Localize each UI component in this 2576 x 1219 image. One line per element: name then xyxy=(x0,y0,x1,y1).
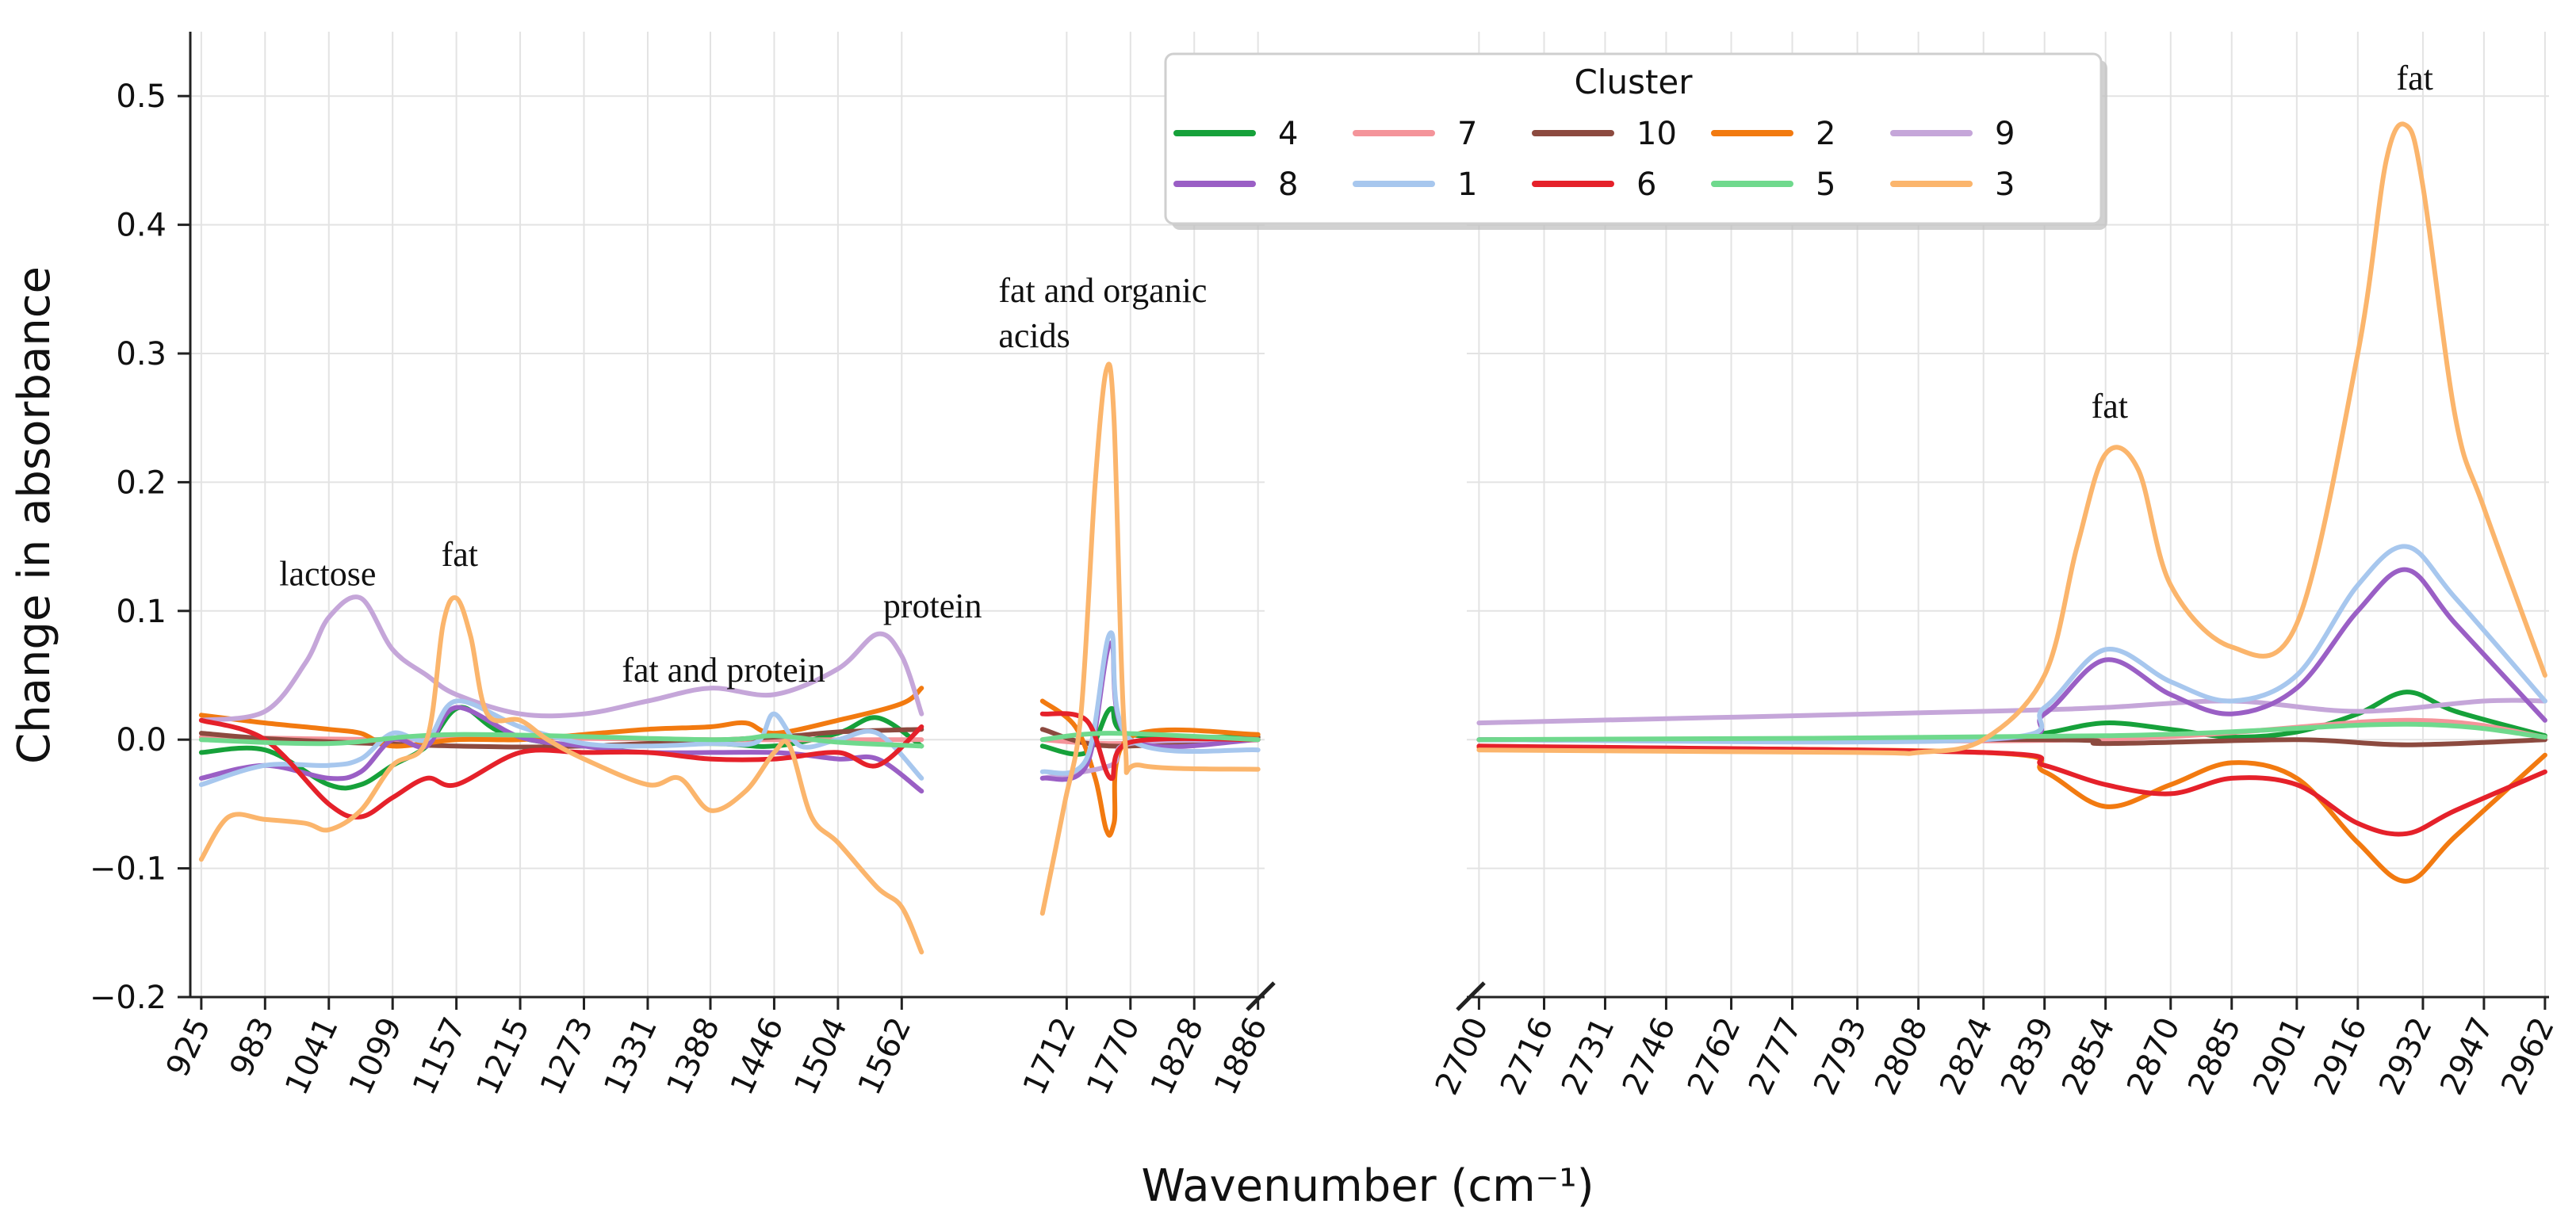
x-tick-label: 2901 xyxy=(2246,1012,2314,1101)
legend-entry-6: 6 xyxy=(1636,166,1656,203)
y-tick-label: 0.0 xyxy=(116,722,167,759)
y-tick-label: −0.1 xyxy=(90,851,167,888)
x-tick-label: 1562 xyxy=(852,1012,919,1101)
x-tick-label: 2932 xyxy=(2372,1012,2440,1101)
x-tick-label: 2947 xyxy=(2433,1012,2501,1101)
annotation-label: lactose xyxy=(279,554,376,593)
x-tick-label: 2824 xyxy=(1933,1012,2000,1101)
x-tick-label: 983 xyxy=(223,1012,281,1083)
x-tick-label: 2716 xyxy=(1494,1012,1561,1101)
annotation-label: protein xyxy=(883,587,982,625)
y-tick-label: −0.2 xyxy=(90,980,167,1016)
annotation-label: fat xyxy=(442,535,478,574)
x-tick-label: 1388 xyxy=(660,1012,727,1101)
series-line-3 xyxy=(1039,361,1261,916)
series-line-5 xyxy=(1039,731,1261,743)
x-tick-label: 1099 xyxy=(343,1012,410,1101)
series-line-5 xyxy=(1476,721,2547,743)
x-tick-label: 1157 xyxy=(406,1012,473,1101)
legend-entry-5: 5 xyxy=(1816,166,1835,203)
series-line-6 xyxy=(1476,743,2547,837)
annotation-label: fat xyxy=(2092,387,2128,426)
x-tick-label: 2746 xyxy=(1616,1012,1683,1101)
annotation-label: fat and organic xyxy=(998,271,1207,310)
x-tick-label: 1770 xyxy=(1080,1012,1147,1101)
x-tick-label: 2870 xyxy=(2120,1012,2187,1101)
x-tick-label: 1041 xyxy=(278,1012,346,1101)
x-axis-label: Wavenumber (cm⁻¹) xyxy=(1141,1160,1594,1212)
series-line-1 xyxy=(198,698,924,787)
legend-entry-8: 8 xyxy=(1278,166,1298,203)
series-line-2 xyxy=(1476,744,2547,884)
y-tick-label: 0.2 xyxy=(116,464,167,501)
x-tick-label: 1446 xyxy=(724,1012,791,1101)
series-line-3 xyxy=(1476,121,2547,756)
series-line-3 xyxy=(198,595,924,955)
legend: Cluster 4 7 10 2 9 8 1 6 5 3 xyxy=(1164,52,2107,230)
series-line-9 xyxy=(1476,697,2547,726)
x-tick-label: 2885 xyxy=(2181,1012,2249,1101)
legend-entry-7: 7 xyxy=(1457,116,1477,152)
series-line-5 xyxy=(198,732,924,749)
x-tick-label: 2762 xyxy=(1681,1012,1748,1101)
legend-entry-4: 4 xyxy=(1278,116,1298,152)
x-tick-label: 1886 xyxy=(1208,1012,1275,1101)
legend-entry-9: 9 xyxy=(1995,116,2015,152)
annotations: lactose fat fat and protein protein fat and … xyxy=(279,59,2433,690)
x-tick-label: 1504 xyxy=(787,1012,855,1101)
y-tick-label: 0.4 xyxy=(116,208,167,244)
x-tick-label: 2808 xyxy=(1868,1012,1935,1101)
x-tick-label: 2916 xyxy=(2307,1012,2375,1101)
x-tick-label: 2777 xyxy=(1742,1012,1809,1101)
x-tick-label: 1215 xyxy=(469,1012,537,1101)
x-tick-label: 1712 xyxy=(1016,1012,1084,1101)
legend-title: Cluster xyxy=(1574,63,1693,101)
series-line-1 xyxy=(1476,544,2547,745)
series-line-6 xyxy=(198,717,924,820)
annotation-label: fat xyxy=(2396,59,2432,97)
x-tick-label: 1331 xyxy=(597,1012,664,1101)
x-tick-label: 1828 xyxy=(1144,1012,1211,1101)
axis-break-mark xyxy=(1246,981,1276,1011)
legend-entry-1: 1 xyxy=(1457,166,1477,203)
series-line-9 xyxy=(198,594,924,723)
y-tick-label: 0.5 xyxy=(116,78,167,115)
y-tick-label: 0.3 xyxy=(116,336,167,373)
x-tick-label: 925 xyxy=(159,1012,218,1083)
x-tick-label: 2962 xyxy=(2494,1012,2562,1101)
legend-entry-2: 2 xyxy=(1816,116,1835,152)
legend-entry-3: 3 xyxy=(1995,166,2015,203)
y-tick-label: 0.1 xyxy=(116,594,167,630)
y-axis-label: Change in absorbance xyxy=(9,266,60,764)
x-tick-label: 2793 xyxy=(1807,1012,1874,1101)
x-tick-label: 2839 xyxy=(1994,1012,2061,1101)
x-tick-label: 1273 xyxy=(534,1012,601,1101)
annotation-label: fat and protein xyxy=(622,651,825,690)
x-tick-label: 2700 xyxy=(1429,1012,1496,1101)
axis-break-mark xyxy=(1456,981,1486,1011)
x-tick-label: 2731 xyxy=(1555,1012,1622,1101)
axes xyxy=(178,32,2549,1011)
x-tick-label: 2854 xyxy=(2055,1012,2122,1101)
annotation-label: acids xyxy=(998,316,1070,355)
series-lines xyxy=(198,121,2547,955)
legend-entry-10: 10 xyxy=(1636,116,1677,152)
series-line-1 xyxy=(1039,630,1261,776)
